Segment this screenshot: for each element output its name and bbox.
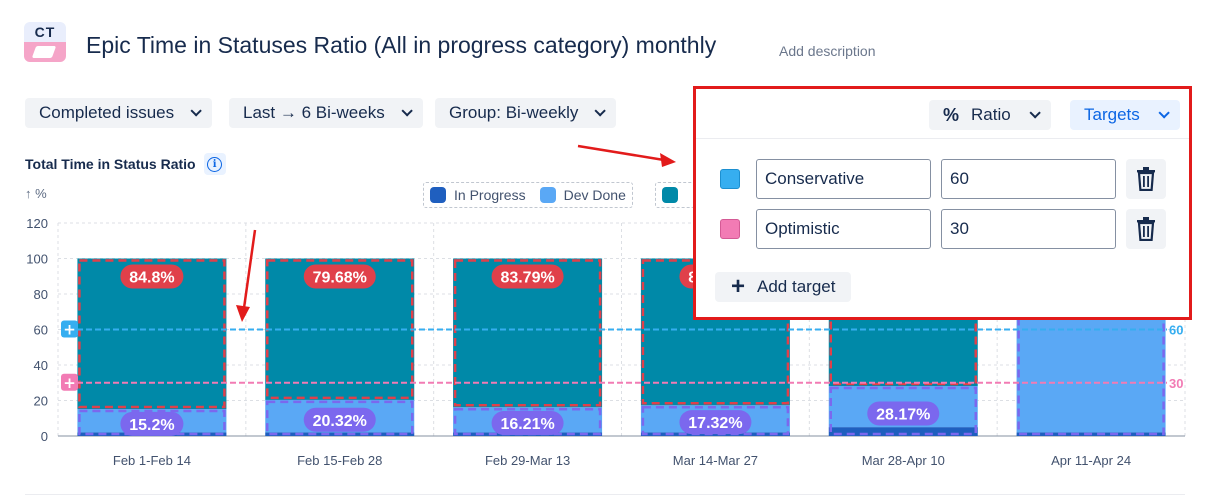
bar-lower-outline [453, 407, 602, 436]
targets-dropdown[interactable]: Targets [1070, 100, 1180, 130]
y-tick-label: 60 [34, 323, 48, 338]
issues-filter-dropdown[interactable]: Completed issues [25, 98, 213, 128]
group-filter-label: Group: Bi-weekly [449, 103, 579, 122]
percent-icon: % [943, 104, 960, 125]
target-value-input[interactable]: 60 [941, 159, 1116, 199]
x-tick-label: Mar 14-Mar 27 [673, 453, 758, 468]
legend-label: Dev Done [563, 187, 626, 203]
targets-label: Targets [1084, 105, 1140, 124]
delete-target-button[interactable] [1126, 209, 1166, 249]
delete-target-button[interactable] [1126, 159, 1166, 199]
target-value-input[interactable]: 30 [941, 209, 1116, 249]
group-filter-dropdown[interactable]: Group: Bi-weekly [435, 98, 617, 128]
divider [25, 494, 1185, 495]
logo-graphic [24, 42, 66, 62]
data-label-badge [120, 411, 184, 436]
x-tick-label: Mar 28-Apr 10 [862, 453, 945, 468]
data-label: 20.32% [313, 413, 367, 430]
legend-item-dev-done[interactable]: Dev Done [539, 187, 626, 203]
add-target-label: Add target [757, 277, 836, 296]
legend-swatch [662, 187, 678, 203]
plus-icon: + [63, 374, 76, 392]
legend-label: In Progress [454, 187, 526, 203]
targets-popup: % Ratio Targets Conservative 60 Optimist… [693, 86, 1192, 320]
y-tick-label: 80 [34, 287, 48, 302]
x-tick-label: Feb 1-Feb 14 [113, 453, 191, 468]
page-title: Epic Time in Statuses Ratio (All in prog… [86, 32, 717, 58]
annotation-arrow [242, 229, 257, 309]
annotation-arrow-head [236, 305, 250, 322]
chart-title-text: Total Time in Status Ratio [25, 156, 196, 172]
y-tick-label: 0 [41, 429, 48, 444]
x-tick-label: Feb 29-Mar 13 [485, 453, 570, 468]
bar-lower-outline [829, 386, 977, 436]
plus-icon: + [731, 273, 746, 300]
data-label-badge [303, 264, 376, 289]
y-tick-label: 100 [26, 252, 48, 267]
issues-filter-label: Completed issues [39, 103, 175, 122]
target-name-input[interactable]: Optimistic [756, 209, 931, 249]
bar-lower-outline [266, 400, 414, 436]
target-value-label: 60 [1169, 323, 1183, 338]
y-axis-unit: ↑ % [25, 186, 47, 201]
legend-swatch [539, 187, 556, 203]
data-label: 28.17% [876, 406, 930, 423]
y-tick-label: 40 [34, 358, 48, 373]
x-tick-label: Feb 15-Feb 28 [297, 453, 382, 468]
data-label: 16.21% [500, 416, 554, 433]
target-value-label: 30 [1169, 376, 1183, 391]
legend-swatch [430, 187, 446, 203]
target-handle-icon [61, 373, 78, 391]
ratio-label: Ratio [971, 105, 1011, 124]
bar-lower-outline [641, 406, 790, 436]
y-tick-label: 120 [26, 216, 48, 231]
target-name-input[interactable]: Conservative [756, 159, 931, 199]
chevron-down-icon [1158, 107, 1170, 119]
data-label: 79.68% [313, 270, 367, 287]
data-label: 84.8% [129, 270, 174, 287]
data-label-badge [867, 401, 940, 426]
data-label: 17.32% [688, 415, 742, 432]
popup-header [696, 89, 1189, 139]
data-label: 83.79% [500, 270, 554, 287]
period-filter-label: Last → 6 Bi-weeks [243, 103, 385, 122]
ratio-dropdown[interactable]: % Ratio [929, 100, 1051, 130]
add-target-button[interactable]: + Add target [715, 272, 852, 302]
bar-upper-outline [78, 259, 226, 409]
trash-icon [1137, 167, 1155, 191]
target-color-picker[interactable] [720, 169, 740, 189]
data-label-badge [120, 264, 184, 289]
target-row: Conservative 60 [720, 159, 1180, 199]
info-icon[interactable]: i [203, 153, 226, 175]
plus-icon: + [63, 321, 76, 339]
bar-segment [828, 427, 978, 436]
target-handle-icon [61, 320, 78, 338]
y-tick-label: 20 [34, 394, 48, 409]
target-row: Optimistic 30 [720, 209, 1180, 249]
data-label-badge [679, 410, 752, 435]
logo-text: CT [24, 22, 66, 42]
chart-legend: In Progress Dev Done [423, 182, 633, 208]
app-logo: CT [24, 22, 66, 62]
period-filter-dropdown[interactable]: Last → 6 Bi-weeks [229, 98, 423, 128]
data-label-badge [491, 411, 564, 436]
annotation-arrow [577, 144, 665, 162]
annotation-arrow-head [660, 153, 676, 167]
chart-title: Total Time in Status Ratio i [25, 153, 226, 175]
add-description-link[interactable]: Add description [779, 43, 876, 59]
data-label: 15.2% [129, 417, 174, 434]
data-label-badge [303, 407, 376, 432]
bar-segment [640, 432, 790, 436]
data-label-badge [491, 264, 564, 289]
x-tick-label: Apr 11-Apr 24 [1051, 453, 1131, 468]
target-color-picker[interactable] [720, 219, 740, 239]
bar-upper-outline [453, 259, 602, 407]
legend-item-in-progress[interactable]: In Progress [430, 187, 526, 203]
chevron-down-icon [1029, 107, 1041, 119]
trash-icon [1137, 217, 1155, 241]
